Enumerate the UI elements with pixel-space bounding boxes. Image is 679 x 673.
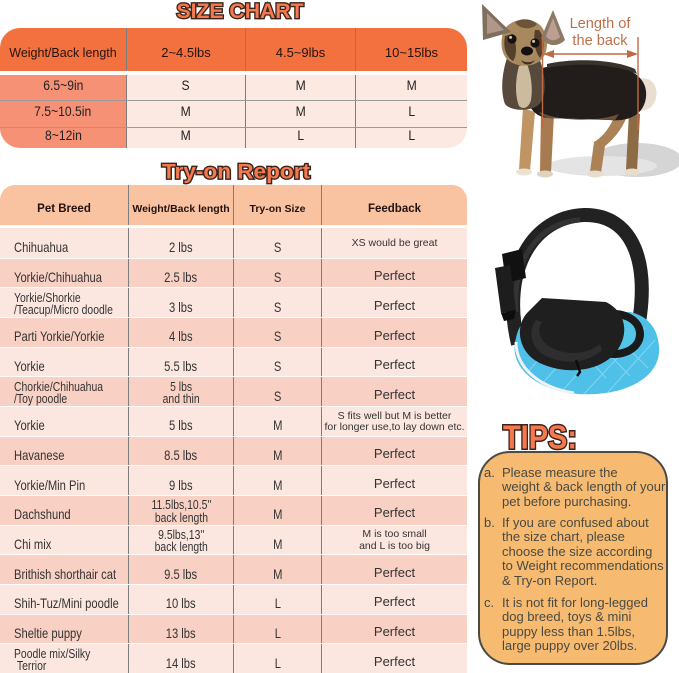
svg-text:the back: the back xyxy=(572,33,628,49)
svg-text:SIZE CHART: SIZE CHART xyxy=(177,0,304,23)
svg-text:Length of: Length of xyxy=(570,16,632,32)
svg-text:TIPS:: TIPS: xyxy=(503,419,577,456)
svg-text:Try-on Report: Try-on Report xyxy=(162,160,310,183)
